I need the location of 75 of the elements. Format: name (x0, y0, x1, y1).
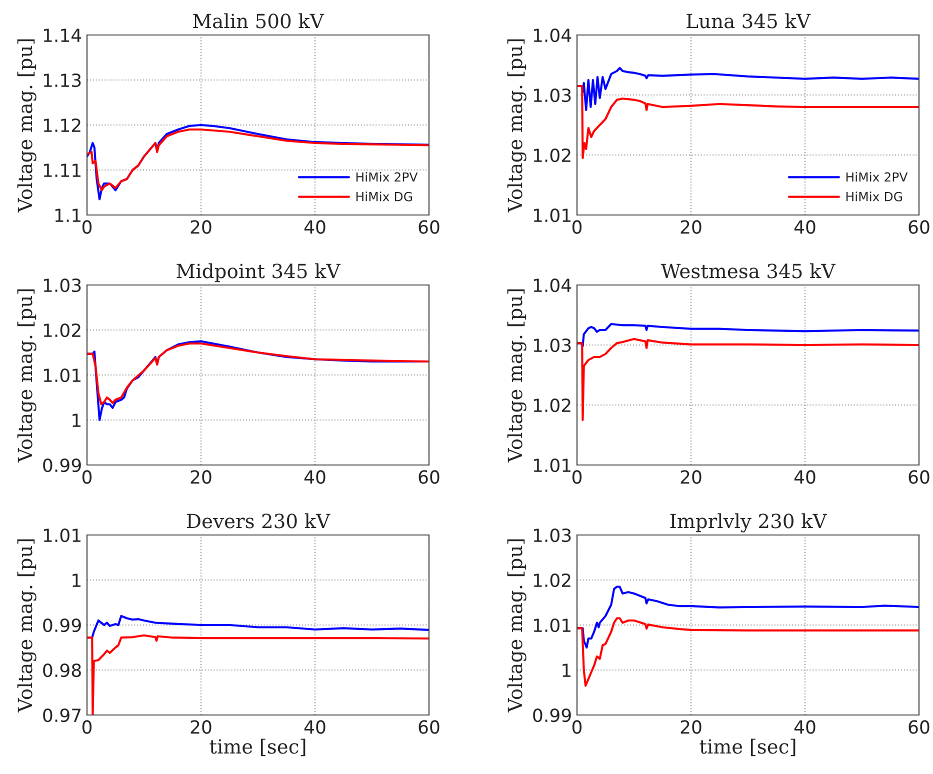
y-tick-label: 1.12 (44, 118, 80, 132)
x-tick-label: 20 (190, 470, 212, 484)
x-axis-title: time [sec] (210, 738, 306, 756)
y-tick-label: 1.03 (534, 338, 571, 352)
x-tick-label: 60 (908, 470, 930, 484)
x-tick-label: 0 (82, 470, 92, 484)
x-tick-label: 20 (190, 720, 212, 734)
y-axis-title: Voltage mag. [pu] (17, 539, 36, 713)
y-tick-label: 1.01 (534, 618, 570, 632)
x-tick-label: 60 (418, 220, 440, 234)
legend-label: HiMix 2PV (846, 172, 908, 182)
line-series (87, 342, 429, 406)
y-tick-label: 1.01 (534, 458, 570, 472)
y-tick-label: 0.99 (43, 458, 81, 472)
y-tick-label: 1.13 (44, 73, 81, 88)
y-axis-title: Voltage mag. [pu] (507, 539, 526, 713)
y-tick-label: 1.01 (44, 368, 80, 382)
y-axis-title: Voltage mag. [pu] (17, 289, 36, 463)
x-tick-label: 40 (304, 220, 326, 234)
y-tick-label: 1.03 (534, 528, 571, 542)
x-tick-label: 40 (794, 720, 816, 734)
y-tick-label: 1 (72, 574, 80, 587)
x-tick-label: 40 (304, 720, 326, 734)
x-axis-title: time [sec] (700, 738, 796, 756)
y-tick-label: 1.04 (534, 278, 572, 292)
line-series (87, 128, 429, 192)
x-tick-label: 20 (680, 220, 702, 234)
chart-title: Midpoint 345 kV (176, 263, 341, 282)
y-tick-label: 1.14 (44, 28, 82, 42)
y-tick-label: 1.04 (534, 28, 572, 42)
y-axis-title: Voltage mag. [pu] (507, 289, 526, 463)
chart-title: Westmesa 345 kV (660, 263, 836, 278)
x-tick-label: 20 (190, 220, 212, 234)
x-tick-label: 0 (572, 470, 582, 484)
line-series (577, 338, 919, 422)
x-tick-label: 20 (680, 470, 702, 484)
y-tick-label: 1.11 (44, 164, 80, 177)
y-tick-label: 1.02 (534, 573, 570, 588)
chart-title: Devers 230 kV (186, 513, 330, 528)
y-tick-label: 1.01 (44, 528, 80, 542)
x-tick-label: 40 (304, 470, 326, 484)
x-tick-label: 40 (794, 470, 816, 484)
y-axis-title: Voltage mag. [pu] (507, 39, 526, 213)
legend-label: HiMix DG (846, 192, 902, 202)
x-tick-label: 0 (82, 220, 92, 234)
y-tick-label: 0.99 (533, 708, 571, 722)
x-tick-label: 0 (572, 220, 582, 234)
x-tick-label: 20 (680, 720, 702, 734)
y-tick-label: 0.98 (43, 663, 81, 678)
y-tick-label: 1.02 (534, 398, 570, 412)
chart-title: Imprlvly 230 kV (670, 513, 828, 532)
y-tick-label: 1 (562, 664, 570, 677)
y-tick-label: 1 (72, 414, 80, 427)
y-tick-label: 0.97 (43, 708, 81, 722)
y-tick-label: 1.02 (44, 323, 80, 338)
chart-title: Luna 345 kV (686, 13, 811, 28)
chart-title: Malin 500 kV (193, 13, 324, 28)
y-tick-label: 1.03 (534, 88, 571, 102)
y-axis-title: Voltage mag. [pu] (17, 39, 36, 213)
x-tick-label: 60 (908, 220, 930, 234)
y-tick-label: 1.1 (55, 208, 80, 222)
y-tick-label: 1.03 (44, 278, 81, 292)
x-tick-label: 60 (418, 470, 440, 484)
x-tick-label: 0 (572, 720, 582, 734)
y-tick-label: 0.99 (43, 618, 81, 632)
y-tick-label: 1.01 (534, 208, 570, 222)
x-tick-label: 0 (82, 720, 92, 734)
x-tick-label: 60 (908, 720, 930, 734)
x-tick-label: 40 (794, 220, 816, 234)
legend-label: HiMix DG (356, 192, 412, 202)
line-series (577, 84, 919, 160)
legend-label: HiMix 2PV (356, 172, 418, 182)
y-tick-label: 1.02 (534, 148, 570, 162)
line-series (577, 617, 919, 687)
x-tick-label: 60 (418, 720, 440, 734)
